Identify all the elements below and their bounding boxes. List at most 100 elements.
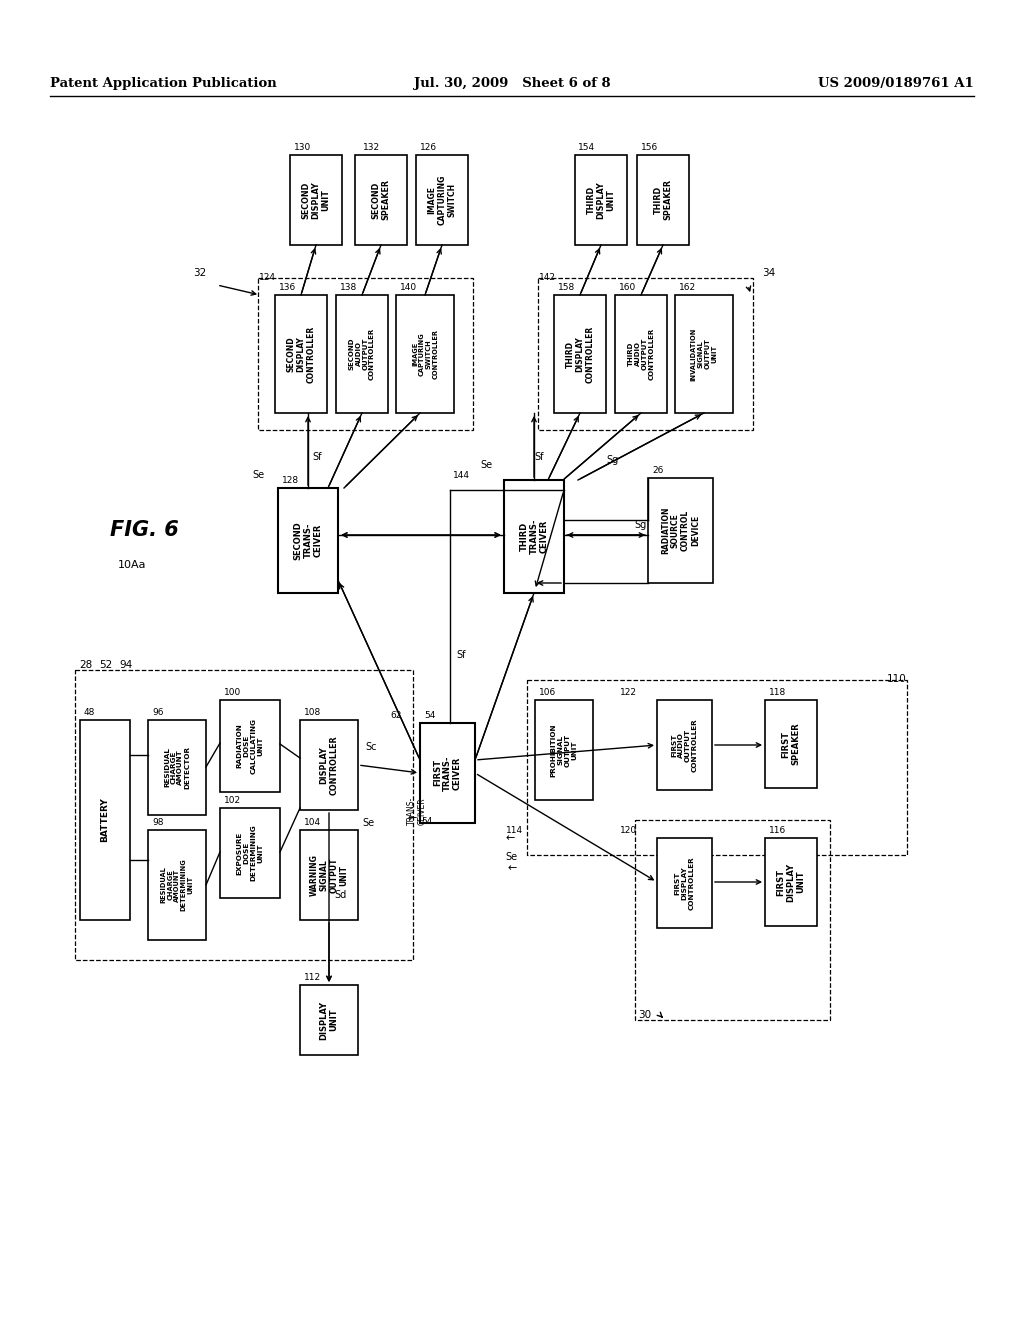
Text: Sg: Sg — [606, 455, 618, 465]
Text: Sd: Sd — [334, 890, 346, 900]
Bar — [765, 700, 817, 788]
Bar — [535, 700, 593, 800]
Text: Sg: Sg — [634, 520, 646, 531]
Text: 114: 114 — [506, 826, 523, 836]
Text: Se: Se — [480, 459, 493, 470]
Text: FIRST
SPEAKER: FIRST SPEAKER — [781, 722, 801, 766]
Bar — [220, 700, 280, 792]
Text: 138: 138 — [340, 282, 357, 292]
Text: 136: 136 — [279, 282, 296, 292]
Text: Sf: Sf — [456, 649, 466, 660]
Bar — [648, 478, 713, 583]
Text: FIRST
AUDIO
OUTPUT
CONTROLLER: FIRST AUDIO OUTPUT CONTROLLER — [672, 718, 697, 772]
Text: 116: 116 — [769, 826, 786, 836]
Text: SECOND
TRANS-
CEIVER: SECOND TRANS- CEIVER — [294, 521, 323, 560]
Text: BATTERY: BATTERY — [100, 797, 110, 842]
Text: 26: 26 — [652, 466, 664, 475]
Text: 118: 118 — [769, 688, 786, 697]
Text: IMAGE
CAPTURING
SWITCH: IMAGE CAPTURING SWITCH — [427, 174, 457, 226]
Text: Patent Application Publication: Patent Application Publication — [50, 77, 276, 90]
Text: DISPLAY
CONTROLLER: DISPLAY CONTROLLER — [319, 735, 339, 795]
Text: RESIDUAL
CHARGE
AMOUNT
DETECTOR: RESIDUAL CHARGE AMOUNT DETECTOR — [164, 746, 190, 789]
Bar — [300, 719, 358, 810]
Text: 130: 130 — [294, 143, 311, 152]
Bar — [278, 488, 338, 593]
Bar — [148, 719, 206, 814]
Text: FIRST
DISPLAY
CONTROLLER: FIRST DISPLAY CONTROLLER — [675, 857, 694, 909]
Text: FIRST
TRANS-
CEIVER: FIRST TRANS- CEIVER — [433, 755, 462, 791]
Text: 140: 140 — [400, 282, 417, 292]
Text: 102: 102 — [224, 796, 241, 805]
Bar — [637, 154, 689, 246]
Text: 52: 52 — [99, 660, 113, 671]
Text: 160: 160 — [618, 282, 636, 292]
Bar — [575, 154, 627, 246]
Text: 34: 34 — [762, 268, 775, 279]
Text: FIRST
DISPLAY
UNIT: FIRST DISPLAY UNIT — [776, 862, 806, 902]
Text: 106: 106 — [539, 688, 556, 697]
Text: Jul. 30, 2009   Sheet 6 of 8: Jul. 30, 2009 Sheet 6 of 8 — [414, 77, 610, 90]
Bar — [290, 154, 342, 246]
Text: 96: 96 — [152, 708, 164, 717]
Bar — [657, 838, 712, 928]
Bar — [538, 279, 753, 430]
Bar — [554, 294, 606, 413]
Text: THIRD
TRANS-
CEIVER: THIRD TRANS- CEIVER — [519, 519, 549, 554]
Text: 10Aa: 10Aa — [118, 560, 146, 570]
Bar — [765, 838, 817, 927]
Text: 104: 104 — [304, 818, 322, 828]
Text: WARNING
SIGNAL
OUTPUT
UNIT: WARNING SIGNAL OUTPUT UNIT — [309, 854, 348, 896]
Bar — [355, 154, 407, 246]
Text: RADIATION
SOURCE
CONTROL
DEVICE: RADIATION SOURCE CONTROL DEVICE — [660, 507, 700, 554]
Text: 108: 108 — [304, 708, 322, 717]
Text: 54: 54 — [424, 711, 435, 719]
Bar — [148, 830, 206, 940]
Text: 48: 48 — [84, 708, 95, 717]
Bar — [504, 480, 564, 593]
Text: ←: ← — [408, 813, 418, 822]
Bar — [675, 294, 733, 413]
Text: 110: 110 — [887, 675, 906, 684]
Text: THIRD
SPEAKER: THIRD SPEAKER — [653, 180, 673, 220]
Text: 112: 112 — [304, 973, 322, 982]
Text: 162: 162 — [679, 282, 696, 292]
Text: 94: 94 — [119, 660, 132, 671]
Text: 54: 54 — [421, 817, 432, 826]
Text: PROHIBITION
SIGNAL
OUTPUT
UNIT: PROHIBITION SIGNAL OUTPUT UNIT — [551, 723, 578, 776]
Bar — [275, 294, 327, 413]
Text: 144: 144 — [453, 471, 470, 480]
Text: 124: 124 — [259, 273, 276, 282]
Bar — [258, 279, 473, 430]
Text: 28: 28 — [79, 660, 92, 671]
Text: ←: ← — [507, 863, 516, 873]
Text: SECOND
AUDIO
OUTPUT
CONTROLLER: SECOND AUDIO OUTPUT CONTROLLER — [349, 327, 375, 380]
Bar — [416, 154, 468, 246]
Text: 156: 156 — [641, 143, 658, 152]
Bar — [336, 294, 388, 413]
Text: IMAGE
CAPTURING
SWITCH
CONTROLLER: IMAGE CAPTURING SWITCH CONTROLLER — [412, 329, 438, 379]
Text: Sf: Sf — [312, 451, 322, 462]
Text: SECOND
DISPLAY
UNIT: SECOND DISPLAY UNIT — [301, 181, 331, 219]
Bar — [300, 830, 358, 920]
Bar — [300, 985, 358, 1055]
Text: 128: 128 — [282, 477, 299, 484]
Text: DISPLAY
UNIT: DISPLAY UNIT — [319, 1001, 339, 1040]
Bar — [615, 294, 667, 413]
Bar — [635, 820, 830, 1020]
Text: Sf: Sf — [534, 451, 544, 462]
Bar — [527, 680, 907, 855]
Bar — [75, 671, 413, 960]
Text: 62: 62 — [390, 711, 401, 719]
Text: 154: 154 — [578, 143, 595, 152]
Bar — [396, 294, 454, 413]
Text: 126: 126 — [420, 143, 437, 152]
Text: ←: ← — [506, 833, 515, 843]
Text: RESIDUAL
CHARGE
AMOUNT
DETERMINING
UNIT: RESIDUAL CHARGE AMOUNT DETERMINING UNIT — [161, 858, 194, 911]
Text: 32: 32 — [193, 268, 206, 279]
Text: THIRD
DISPLAY
CONTROLLER: THIRD DISPLAY CONTROLLER — [565, 325, 595, 383]
Text: Sc: Sc — [365, 742, 377, 752]
Bar — [80, 719, 130, 920]
Text: 122: 122 — [620, 688, 637, 697]
Text: 30: 30 — [638, 1010, 651, 1020]
Text: EXPOSURE
DOSE
DETERMINING
UNIT: EXPOSURE DOSE DETERMINING UNIT — [237, 825, 263, 882]
